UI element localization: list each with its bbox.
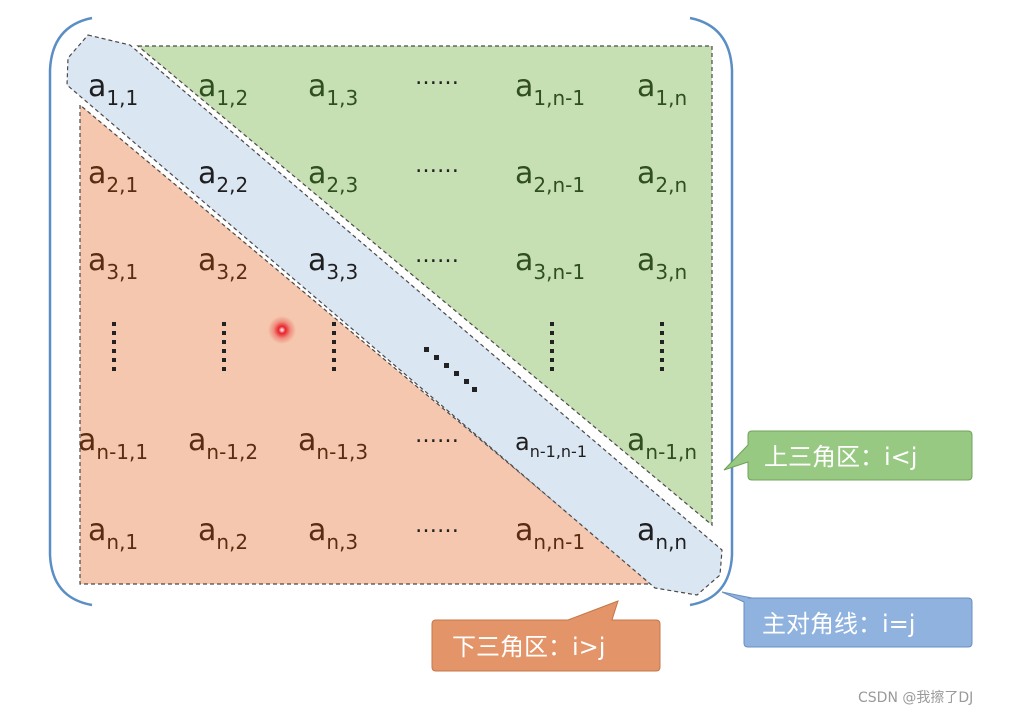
vdots-col-n: [660, 322, 664, 371]
cell-a-1-2: a1,2: [198, 69, 248, 110]
cell-a-n-1-3: an-1,3: [298, 423, 368, 464]
upper-triangle-region: [136, 45, 713, 527]
cell-a-2-n-1: a2,n-1: [515, 156, 585, 197]
lower-triangle-region: [79, 103, 655, 585]
callout-diagonal-shape: [721, 591, 973, 648]
main-diagonal-band: [66, 34, 723, 596]
vdots-col-2: [222, 322, 226, 371]
callout-lower-triangle: 下三角区：i>j: [431, 600, 661, 672]
cell-a-n-1: an,1: [88, 513, 138, 554]
cell-a-1-3: a1,3: [308, 69, 358, 110]
cell-a-n-n: an,n: [637, 513, 687, 554]
horizontal-ellipses: …… …… …… …… ……: [415, 65, 459, 538]
cell-a-3-3: a3,3: [308, 243, 358, 284]
cell-a-n-1-1: an-1,1: [78, 423, 148, 464]
ellipsis-row-n: ……: [415, 513, 459, 538]
cell-a-3-1: a3,1: [88, 243, 138, 284]
cell-a-n-1-2: an-1,2: [188, 423, 258, 464]
matrix-cells: a1,1 a1,2 a1,3 a1,n-1 a1,n a2,1 a2,2 a2,…: [78, 69, 697, 554]
vdots-col-n-1: [550, 322, 554, 371]
callout-lower-shape: [431, 600, 661, 672]
ellipsis-row-n-1: ……: [415, 423, 459, 448]
diagonal-ellipsis: [424, 347, 477, 392]
callout-upper-label: 上三角区：i<j: [764, 443, 917, 471]
cell-a-1-n-1: a1,n-1: [515, 69, 585, 110]
cell-a-3-2: a3,2: [198, 243, 248, 284]
cell-a-n-1-n-1: an-1,n-1: [515, 428, 587, 461]
cell-a-2-1: a2,1: [88, 156, 138, 197]
cell-a-2-n: a2,n: [637, 156, 687, 197]
vdots-col-1: [112, 322, 116, 371]
callout-diagonal-label: 主对角线：i=j: [762, 610, 915, 638]
ellipsis-row-2: ……: [415, 153, 459, 178]
callout-upper-shape: [723, 430, 973, 481]
cell-a-3-n: a3,n: [637, 243, 687, 284]
cell-a-1-n: a1,n: [637, 69, 687, 110]
callout-upper-triangle: 上三角区：i<j: [723, 430, 973, 481]
cell-a-n-2: an,2: [198, 513, 248, 554]
laser-pointer-dot: [268, 316, 296, 344]
vertical-ellipses: [112, 322, 664, 371]
right-bracket: [689, 16, 734, 607]
callout-main-diagonal: 主对角线：i=j: [721, 591, 973, 648]
watermark-text: CSDN @我擦了DJ: [858, 689, 973, 706]
vdots-col-3: [332, 322, 336, 371]
cell-a-n-n-1: an,n-1: [515, 513, 585, 554]
cell-a-2-3: a2,3: [308, 156, 358, 197]
cell-a-2-2: a2,2: [198, 156, 248, 197]
cell-a-1-1: a1,1: [88, 69, 138, 110]
left-bracket: [48, 16, 93, 607]
cell-a-n-3: an,3: [308, 513, 358, 554]
ellipsis-row-3: ……: [415, 243, 459, 268]
cell-a-3-n-1: a3,n-1: [515, 243, 585, 284]
callout-lower-label: 下三角区：i>j: [452, 633, 605, 661]
cell-a-n-1-n: an-1,n: [627, 423, 697, 464]
ellipsis-row-1: ……: [415, 65, 459, 90]
